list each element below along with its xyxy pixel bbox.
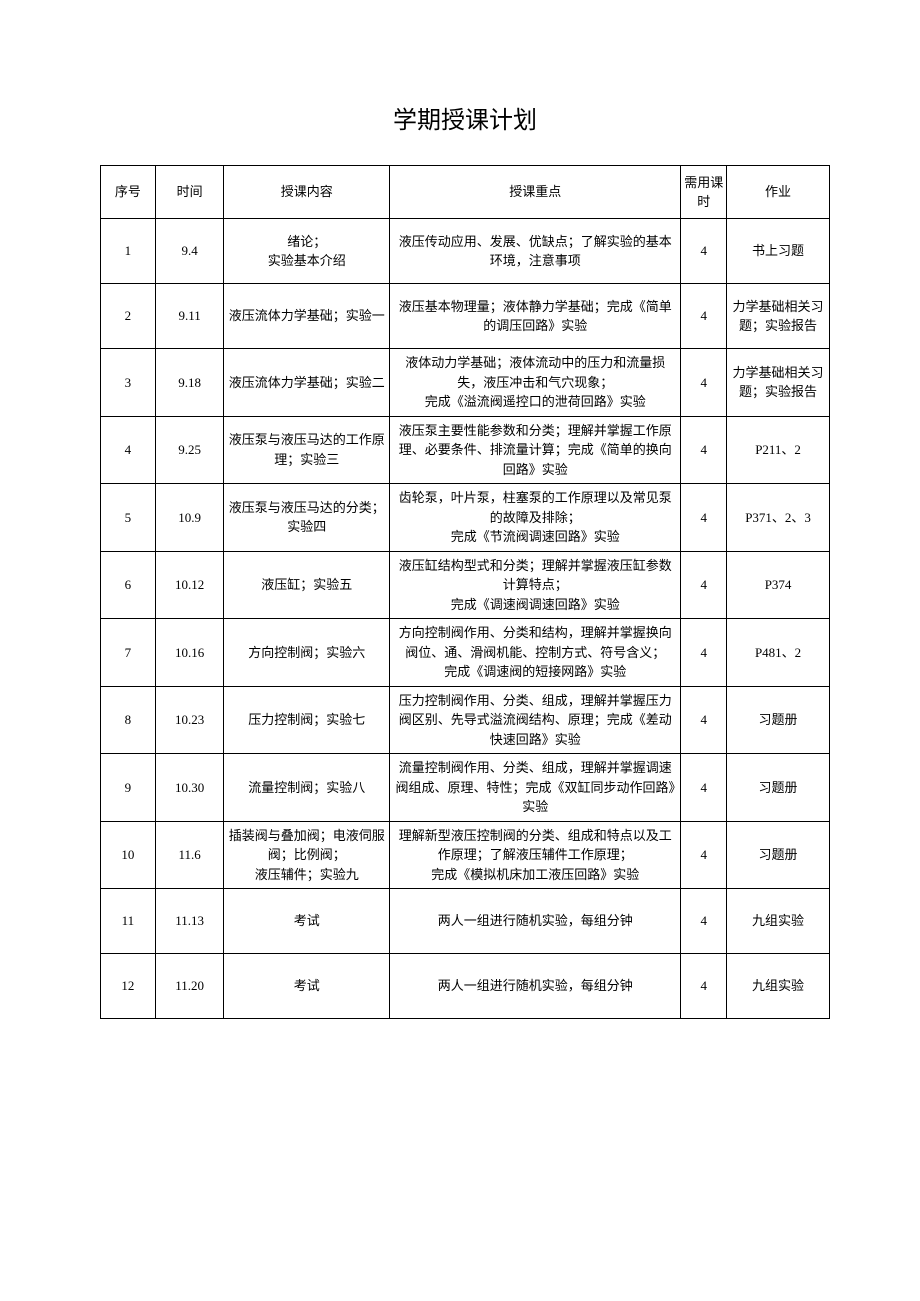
- page-title: 学期授课计划: [100, 100, 830, 135]
- cell-hours: 4: [681, 954, 727, 1019]
- table-row: 1111.13考试两人一组进行随机实验，每组分钟4九组实验: [101, 889, 830, 954]
- cell-content: 插装阀与叠加阀；电液伺服阀；比例阀；液压辅件；实验九: [224, 821, 390, 889]
- cell-hours: 4: [681, 416, 727, 484]
- cell-hours: 4: [681, 551, 727, 619]
- cell-focus: 方向控制阀作用、分类和结构，理解并掌握换向阀位、通、滑阀机能、控制方式、符号含义…: [390, 619, 681, 687]
- cell-seq: 10: [101, 821, 156, 889]
- cell-content: 考试: [224, 889, 390, 954]
- cell-content: 液压流体力学基础；实验二: [224, 349, 390, 417]
- cell-hours: 4: [681, 484, 727, 552]
- col-header-focus: 授课重点: [390, 166, 681, 219]
- cell-time: 10.30: [155, 754, 224, 822]
- cell-hours: 4: [681, 619, 727, 687]
- cell-time: 10.23: [155, 686, 224, 754]
- cell-focus: 理解新型液压控制阀的分类、组成和特点以及工作原理；了解液压辅件工作原理；完成《模…: [390, 821, 681, 889]
- cell-content: 方向控制阀；实验六: [224, 619, 390, 687]
- cell-homework: P481、2: [727, 619, 830, 687]
- cell-seq: 1: [101, 219, 156, 284]
- cell-time: 11.6: [155, 821, 224, 889]
- cell-time: 9.18: [155, 349, 224, 417]
- cell-time: 10.16: [155, 619, 224, 687]
- table-row: 39.18液压流体力学基础；实验二液体动力学基础；液体流动中的压力和流量损失，液…: [101, 349, 830, 417]
- cell-homework: 习题册: [727, 686, 830, 754]
- col-header-homework: 作业: [727, 166, 830, 219]
- cell-time: 11.13: [155, 889, 224, 954]
- cell-seq: 3: [101, 349, 156, 417]
- cell-focus: 齿轮泵，叶片泵，柱塞泵的工作原理以及常见泵的故障及排除；完成《节流阀调速回路》实…: [390, 484, 681, 552]
- cell-focus: 流量控制阀作用、分类、组成，理解并掌握调速阀组成、原理、特性；完成《双缸同步动作…: [390, 754, 681, 822]
- cell-focus: 液压泵主要性能参数和分类；理解并掌握工作原理、必要条件、排流量计算；完成《简单的…: [390, 416, 681, 484]
- cell-focus: 两人一组进行随机实验，每组分钟: [390, 954, 681, 1019]
- cell-hours: 4: [681, 754, 727, 822]
- cell-hours: 4: [681, 219, 727, 284]
- cell-content: 液压缸；实验五: [224, 551, 390, 619]
- table-row: 910.30流量控制阀；实验八流量控制阀作用、分类、组成，理解并掌握调速阀组成、…: [101, 754, 830, 822]
- cell-seq: 6: [101, 551, 156, 619]
- cell-homework: 九组实验: [727, 889, 830, 954]
- cell-focus: 液体动力学基础；液体流动中的压力和流量损失，液压冲击和气穴现象；完成《溢流阀遥控…: [390, 349, 681, 417]
- table-row: 1211.20考试两人一组进行随机实验，每组分钟4九组实验: [101, 954, 830, 1019]
- table-row: 29.11液压流体力学基础；实验一液压基本物理量；液体静力学基础；完成《简单的调…: [101, 284, 830, 349]
- table-row: 710.16方向控制阀；实验六方向控制阀作用、分类和结构，理解并掌握换向阀位、通…: [101, 619, 830, 687]
- col-header-hours: 需用课时: [681, 166, 727, 219]
- cell-homework: P374: [727, 551, 830, 619]
- cell-seq: 12: [101, 954, 156, 1019]
- cell-homework: 习题册: [727, 821, 830, 889]
- cell-seq: 2: [101, 284, 156, 349]
- cell-focus: 压力控制阀作用、分类、组成，理解并掌握压力阀区别、先导式溢流阀结构、原理；完成《…: [390, 686, 681, 754]
- cell-time: 9.4: [155, 219, 224, 284]
- cell-focus: 两人一组进行随机实验，每组分钟: [390, 889, 681, 954]
- cell-homework: 力学基础相关习题；实验报告: [727, 284, 830, 349]
- table-row: 510.9液压泵与液压马达的分类；实验四齿轮泵，叶片泵，柱塞泵的工作原理以及常见…: [101, 484, 830, 552]
- cell-time: 10.12: [155, 551, 224, 619]
- table-body: 19.4绪论；实验基本介绍液压传动应用、发展、优缺点；了解实验的基本环境，注意事…: [101, 219, 830, 1019]
- cell-homework: P371、2、3: [727, 484, 830, 552]
- cell-time: 9.25: [155, 416, 224, 484]
- cell-seq: 9: [101, 754, 156, 822]
- cell-homework: 力学基础相关习题；实验报告: [727, 349, 830, 417]
- cell-content: 考试: [224, 954, 390, 1019]
- cell-hours: 4: [681, 821, 727, 889]
- table-row: 810.23压力控制阀；实验七压力控制阀作用、分类、组成，理解并掌握压力阀区别、…: [101, 686, 830, 754]
- cell-seq: 7: [101, 619, 156, 687]
- table-row: 49.25液压泵与液压马达的工作原理；实验三液压泵主要性能参数和分类；理解并掌握…: [101, 416, 830, 484]
- cell-focus: 液压缸结构型式和分类；理解并掌握液压缸参数计算特点；完成《调速阀调速回路》实验: [390, 551, 681, 619]
- document-page: 学期授课计划 序号 时间 授课内容 授课重点 需用课时 作业 19.4绪论；实验…: [0, 0, 920, 1079]
- cell-hours: 4: [681, 686, 727, 754]
- cell-content: 液压流体力学基础；实验一: [224, 284, 390, 349]
- cell-content: 流量控制阀；实验八: [224, 754, 390, 822]
- cell-focus: 液压基本物理量；液体静力学基础；完成《简单的调压回路》实验: [390, 284, 681, 349]
- cell-time: 9.11: [155, 284, 224, 349]
- cell-time: 11.20: [155, 954, 224, 1019]
- cell-seq: 4: [101, 416, 156, 484]
- cell-content: 液压泵与液压马达的分类；实验四: [224, 484, 390, 552]
- cell-hours: 4: [681, 284, 727, 349]
- table-header: 序号 时间 授课内容 授课重点 需用课时 作业: [101, 166, 830, 219]
- cell-content: 液压泵与液压马达的工作原理；实验三: [224, 416, 390, 484]
- cell-hours: 4: [681, 349, 727, 417]
- cell-seq: 8: [101, 686, 156, 754]
- table-row: 610.12液压缸；实验五液压缸结构型式和分类；理解并掌握液压缸参数计算特点；完…: [101, 551, 830, 619]
- table-row: 19.4绪论；实验基本介绍液压传动应用、发展、优缺点；了解实验的基本环境，注意事…: [101, 219, 830, 284]
- col-header-seq: 序号: [101, 166, 156, 219]
- cell-content: 压力控制阀；实验七: [224, 686, 390, 754]
- cell-content: 绪论；实验基本介绍: [224, 219, 390, 284]
- cell-time: 10.9: [155, 484, 224, 552]
- cell-homework: P211、2: [727, 416, 830, 484]
- cell-homework: 九组实验: [727, 954, 830, 1019]
- schedule-table: 序号 时间 授课内容 授课重点 需用课时 作业 19.4绪论；实验基本介绍液压传…: [100, 165, 830, 1019]
- table-row: 1011.6插装阀与叠加阀；电液伺服阀；比例阀；液压辅件；实验九理解新型液压控制…: [101, 821, 830, 889]
- cell-homework: 习题册: [727, 754, 830, 822]
- cell-homework: 书上习题: [727, 219, 830, 284]
- cell-seq: 5: [101, 484, 156, 552]
- col-header-time: 时间: [155, 166, 224, 219]
- cell-seq: 11: [101, 889, 156, 954]
- col-header-content: 授课内容: [224, 166, 390, 219]
- cell-hours: 4: [681, 889, 727, 954]
- cell-focus: 液压传动应用、发展、优缺点；了解实验的基本环境，注意事项: [390, 219, 681, 284]
